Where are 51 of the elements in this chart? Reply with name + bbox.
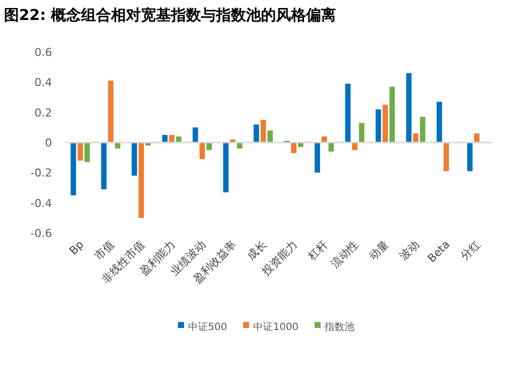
bar [176,136,182,142]
bar [413,133,418,142]
x-tick-label: Bp [66,238,86,258]
bar [267,130,273,142]
y-tick-label: 0.2 [34,106,52,120]
bar [78,142,83,161]
legend-label: 指数池 [324,321,355,333]
bar [84,142,90,162]
bar [138,142,144,218]
bar [108,80,114,142]
bar [345,84,351,142]
y-tick-label: -0.6 [30,227,52,240]
bar [70,142,76,196]
x-tick-label: 杠杆 [304,238,330,264]
y-tick-label: 0 [45,136,52,150]
bar [192,127,198,142]
y-tick-label: -0.4 [30,196,52,210]
chart-title: 图22: 概念组合相对宽基指数与指数池的风格偏离 [4,6,336,24]
x-tick-label: 市值 [92,238,117,263]
x-tick-label: 分红 [458,238,483,263]
bar [382,104,388,142]
bar [420,116,426,142]
bar [467,142,473,172]
bar [328,142,334,152]
legend-label: 中证1000 [253,321,299,333]
y-tick-label: -0.2 [30,166,52,180]
legend-label: 中证500 [188,321,228,333]
x-tick-label: 成长 [244,238,270,263]
bar [358,122,364,142]
bar [389,86,395,142]
bar [162,134,168,142]
bar [101,142,107,190]
x-tick-label: 波动 [397,238,422,263]
bar [376,109,382,142]
bar [260,120,266,142]
x-tick-label: 动量 [366,238,392,263]
bar [223,142,229,192]
y-tick-label: 0.6 [34,46,52,59]
y-tick-label: 0.4 [34,76,52,90]
bar [314,142,320,173]
bar [436,102,442,142]
bar [322,136,327,142]
bar [291,142,296,154]
x-tick-label: 流动性 [328,238,361,270]
bar [444,142,449,172]
bar [169,134,174,142]
bar [474,133,480,142]
bar [200,142,205,160]
bar [132,142,138,176]
bar [254,124,260,142]
bar [406,73,412,142]
